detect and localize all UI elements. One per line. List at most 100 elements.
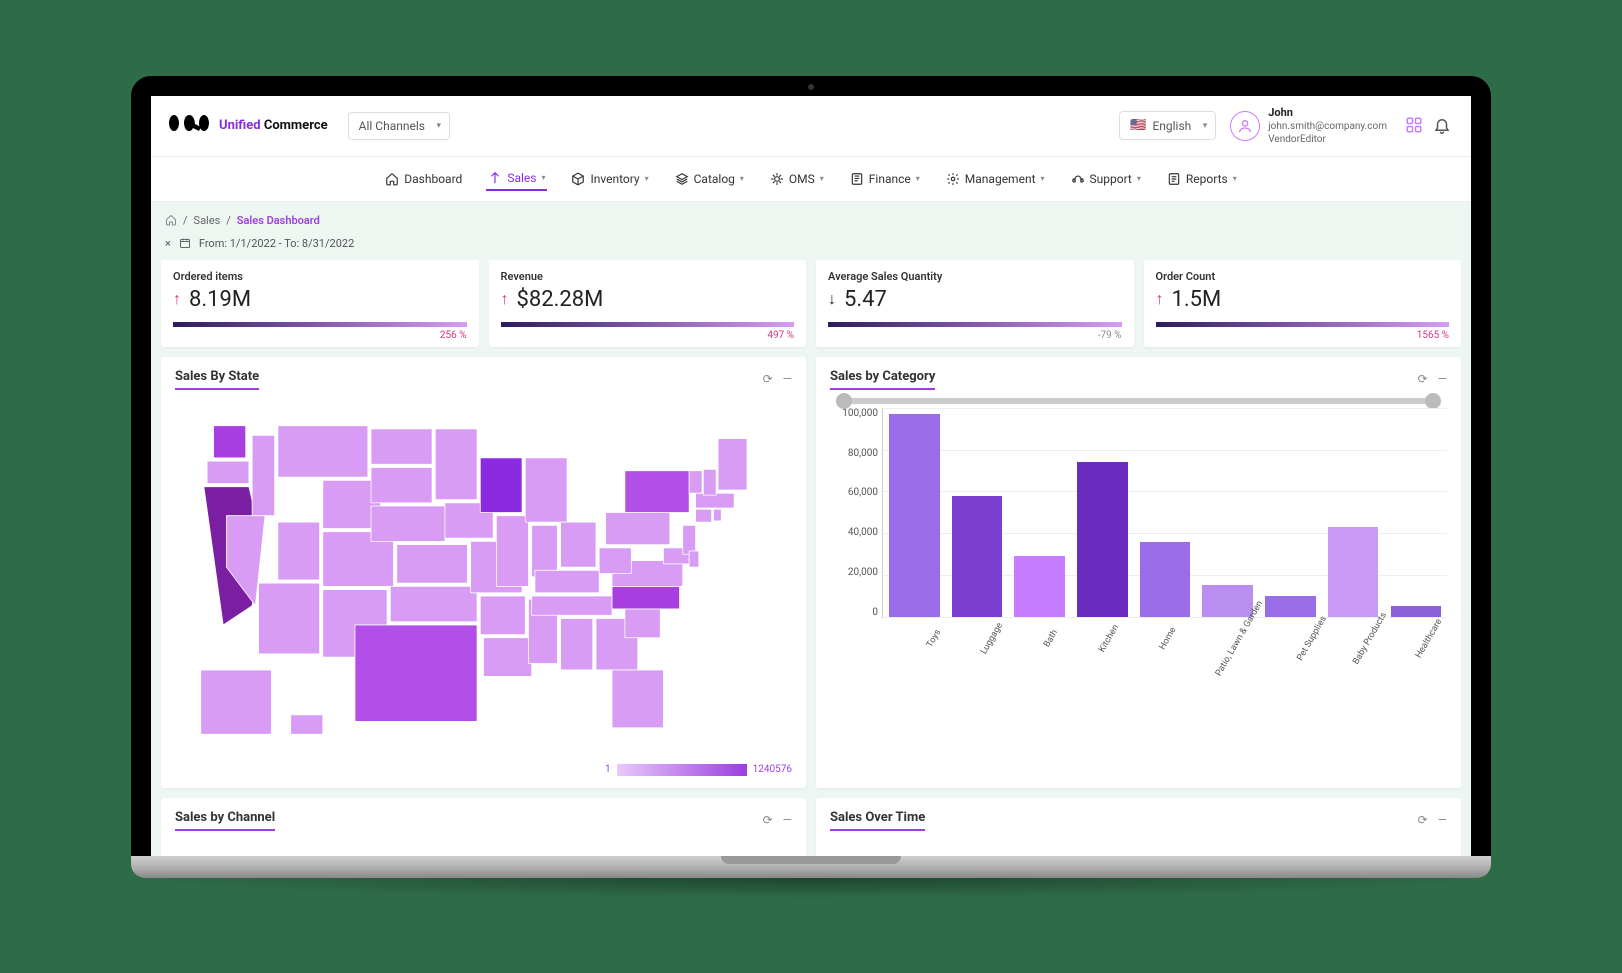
brand-part2: Commerce bbox=[264, 118, 328, 133]
state-ND[interactable] bbox=[371, 429, 432, 464]
close-icon[interactable]: × bbox=[165, 237, 171, 250]
channel-selector-label: All Channels bbox=[359, 119, 425, 133]
slider-thumb-right[interactable] bbox=[1425, 393, 1441, 409]
nav-sales[interactable]: Sales▾ bbox=[486, 167, 547, 191]
state-AL[interactable] bbox=[561, 618, 593, 669]
state-NE[interactable] bbox=[371, 506, 445, 541]
nav-finance[interactable]: Finance▾ bbox=[848, 167, 922, 191]
refresh-icon[interactable]: ⟳ bbox=[763, 813, 773, 827]
state-PA[interactable] bbox=[606, 512, 670, 544]
breadcrumb-l1[interactable]: Sales bbox=[194, 214, 221, 227]
bar[interactable] bbox=[889, 414, 940, 617]
x-label: Bath bbox=[1032, 611, 1070, 667]
refresh-icon[interactable]: ⟳ bbox=[763, 372, 773, 386]
state-NH[interactable] bbox=[703, 469, 716, 495]
state-UT[interactable] bbox=[278, 522, 320, 580]
state-NY[interactable] bbox=[625, 470, 689, 512]
state-AZ[interactable] bbox=[259, 583, 320, 654]
chevron-down-icon: ▾ bbox=[1203, 121, 1208, 131]
state-TX[interactable] bbox=[355, 625, 477, 721]
state-MI[interactable] bbox=[525, 458, 567, 522]
state-FL[interactable] bbox=[612, 670, 663, 728]
panel-title: Sales By State bbox=[175, 369, 259, 390]
state-IN[interactable] bbox=[532, 525, 558, 576]
dashboard-icon bbox=[385, 172, 399, 186]
y-tick: 100,000 bbox=[830, 408, 878, 419]
refresh-icon[interactable]: ⟳ bbox=[1418, 813, 1428, 827]
bell-icon[interactable] bbox=[1433, 116, 1453, 136]
range-slider[interactable] bbox=[840, 398, 1437, 404]
panel-title: Sales by Channel bbox=[175, 810, 275, 831]
bar[interactable] bbox=[1265, 596, 1316, 617]
minimize-icon[interactable]: — bbox=[783, 813, 792, 827]
nav-label: Finance bbox=[869, 172, 911, 186]
state-KS[interactable] bbox=[397, 544, 468, 583]
bar[interactable] bbox=[1328, 527, 1379, 617]
bar[interactable] bbox=[1202, 585, 1253, 616]
state-OK[interactable] bbox=[390, 586, 477, 621]
state-AK[interactable] bbox=[201, 670, 272, 734]
state-ME[interactable] bbox=[718, 438, 747, 489]
state-CT[interactable] bbox=[696, 509, 712, 522]
minimize-icon[interactable]: — bbox=[783, 372, 792, 386]
kpi-percent: 497 % bbox=[501, 330, 795, 341]
state-MT[interactable] bbox=[278, 426, 368, 477]
laptop-shadow bbox=[131, 878, 1491, 898]
nav-inventory[interactable]: Inventory▾ bbox=[569, 167, 650, 191]
laptop-base bbox=[131, 856, 1491, 878]
nav-dashboard[interactable]: Dashboard bbox=[383, 167, 464, 191]
chevron-down-icon: ▾ bbox=[1233, 174, 1237, 183]
state-AR[interactable] bbox=[480, 596, 525, 635]
finance-icon bbox=[850, 172, 864, 186]
state-RI[interactable] bbox=[714, 509, 722, 521]
state-WA[interactable] bbox=[214, 426, 246, 458]
nav-label: Inventory bbox=[590, 172, 639, 186]
language-selector[interactable]: 🇺🇸 English ▾ bbox=[1119, 111, 1216, 140]
state-ID[interactable] bbox=[252, 435, 274, 515]
state-VT[interactable] bbox=[689, 470, 702, 492]
kpi-bar bbox=[173, 322, 467, 327]
nav-support[interactable]: Support▾ bbox=[1069, 167, 1143, 191]
minimize-icon[interactable]: — bbox=[1438, 372, 1447, 386]
bar[interactable] bbox=[952, 496, 1003, 617]
minimize-icon[interactable]: — bbox=[1438, 813, 1447, 827]
bars bbox=[883, 408, 1447, 617]
legend-max: 1240576 bbox=[753, 764, 792, 775]
bar[interactable] bbox=[1014, 556, 1065, 617]
nav-label: Management bbox=[965, 172, 1036, 186]
state-IL[interactable] bbox=[496, 515, 528, 586]
bar[interactable] bbox=[1391, 606, 1442, 616]
calendar-icon[interactable] bbox=[179, 237, 191, 249]
nav-label: Support bbox=[1090, 172, 1132, 186]
state-DE[interactable] bbox=[689, 551, 699, 567]
user-block[interactable]: John john.smith@company.com VendorEditor bbox=[1230, 106, 1387, 146]
nav-oms[interactable]: OMS▾ bbox=[768, 167, 826, 191]
bar[interactable] bbox=[1077, 462, 1128, 617]
breadcrumb-l2: Sales Dashboard bbox=[237, 214, 320, 227]
refresh-icon[interactable]: ⟳ bbox=[1418, 372, 1428, 386]
state-NJ[interactable] bbox=[683, 525, 696, 554]
oms-icon bbox=[770, 172, 784, 186]
state-WI[interactable] bbox=[480, 458, 522, 513]
state-SC[interactable] bbox=[625, 609, 660, 638]
state-TN[interactable] bbox=[532, 596, 612, 615]
slider-thumb-left[interactable] bbox=[836, 393, 852, 409]
state-OR[interactable] bbox=[207, 461, 249, 483]
nav-reports[interactable]: Reports▾ bbox=[1165, 167, 1239, 191]
reports-icon bbox=[1167, 172, 1181, 186]
state-OH[interactable] bbox=[561, 522, 596, 567]
state-NC[interactable] bbox=[612, 586, 679, 608]
chevron-down-icon: ▾ bbox=[820, 174, 824, 183]
apps-icon[interactable] bbox=[1405, 116, 1425, 136]
state-HI[interactable] bbox=[291, 715, 323, 734]
state-KY[interactable] bbox=[535, 570, 599, 592]
nav-catalog[interactable]: Catalog▾ bbox=[673, 167, 746, 191]
state-LA[interactable] bbox=[484, 638, 532, 677]
channel-selector[interactable]: All Channels ▾ bbox=[348, 112, 450, 140]
date-range[interactable]: From: 1/1/2022 - To: 8/31/2022 bbox=[199, 237, 354, 250]
state-WV[interactable] bbox=[599, 548, 631, 574]
state-SD[interactable] bbox=[371, 467, 432, 502]
bar[interactable] bbox=[1140, 542, 1191, 617]
state-MN[interactable] bbox=[435, 429, 477, 500]
nav-management[interactable]: Management▾ bbox=[944, 167, 1047, 191]
